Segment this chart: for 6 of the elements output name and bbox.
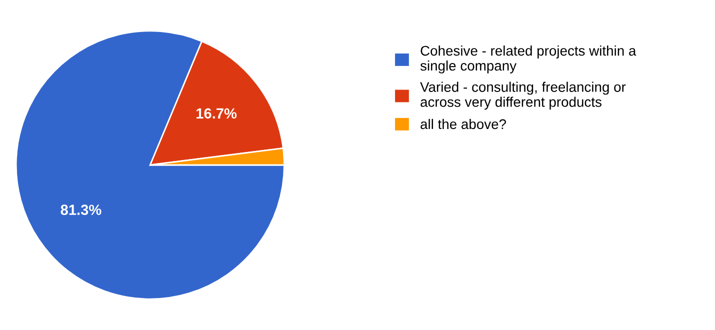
legend-label: all the above? [420, 118, 506, 130]
data-label: 16.7% [196, 108, 237, 119]
pie-slice [15, 30, 285, 300]
legend-label: Cohesive - related projects within a single company [420, 46, 636, 74]
data-label: 81.3% [60, 204, 102, 216]
legend-label: Varied - consulting, freelancing or across very different products [420, 82, 626, 110]
